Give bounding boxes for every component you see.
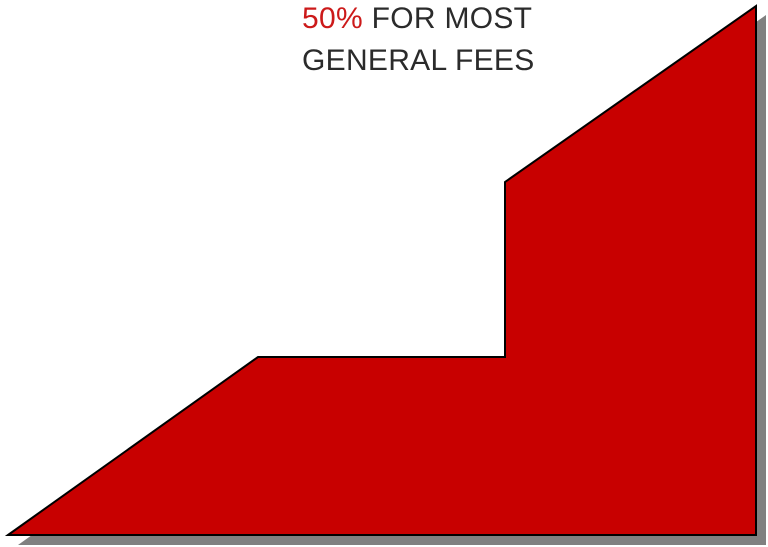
caption-line-1: 50% FOR MOST	[302, 0, 602, 40]
stepped-bar-shape	[4, 4, 757, 536]
caption-line-2: GENERAL FEES	[302, 44, 535, 77]
caption-percentage: 50%	[302, 2, 363, 35]
fee-caption: 50% FOR MOST GENERAL FEES	[302, 0, 602, 82]
caption-line-1-text: FOR MOST	[362, 2, 533, 35]
